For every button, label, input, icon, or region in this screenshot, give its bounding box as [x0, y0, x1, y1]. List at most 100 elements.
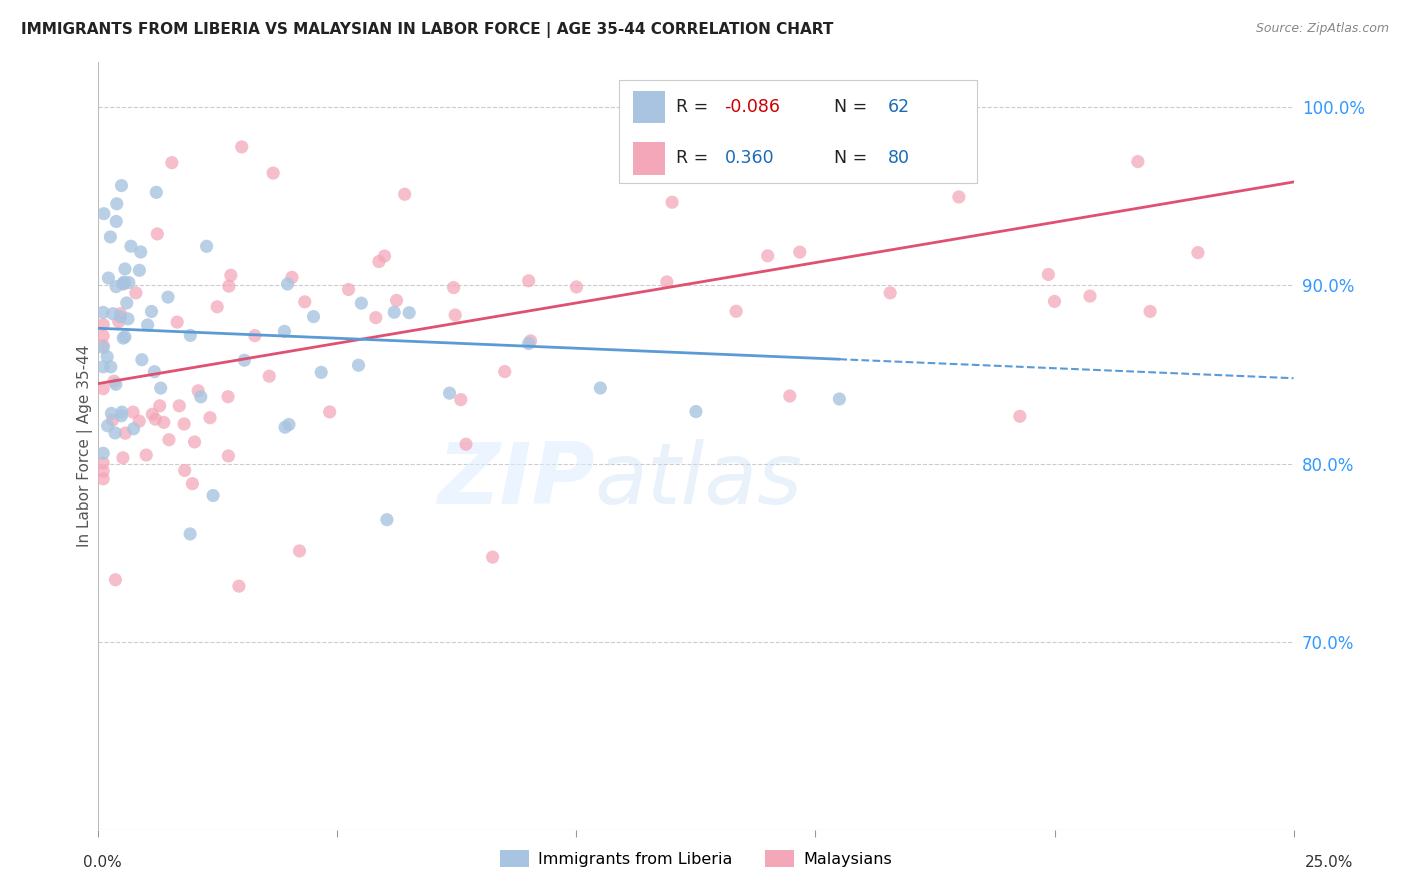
Point: [114, 330, 136, 344]
Point: [948, 190, 970, 204]
Text: Source: ZipAtlas.com: Source: ZipAtlas.com: [1256, 22, 1389, 36]
Point: [91, 341, 114, 355]
FancyBboxPatch shape: [633, 91, 665, 123]
Point: [190, 390, 212, 404]
Point: [100, 406, 122, 420]
Point: [112, 331, 135, 345]
Point: [450, 392, 472, 407]
Point: [228, 579, 250, 593]
Point: [347, 358, 370, 372]
Point: [101, 307, 124, 321]
Point: [118, 276, 141, 290]
Point: [302, 310, 325, 324]
Point: [257, 369, 280, 384]
Point: [274, 420, 297, 434]
Text: N =: N =: [834, 98, 873, 116]
Point: [115, 296, 138, 310]
Point: [589, 381, 612, 395]
Point: [725, 304, 748, 318]
Point: [217, 449, 239, 463]
Point: [494, 365, 516, 379]
Point: [294, 294, 316, 309]
Point: [173, 417, 195, 431]
Point: [111, 450, 134, 465]
Point: [125, 285, 148, 300]
Point: [1038, 268, 1060, 282]
Point: [96, 350, 118, 364]
Point: [879, 285, 901, 300]
Point: [104, 377, 127, 392]
Point: [145, 412, 167, 426]
Text: -0.086: -0.086: [724, 98, 780, 116]
Point: [443, 280, 465, 294]
Point: [143, 365, 166, 379]
Point: [112, 275, 135, 289]
Point: [169, 399, 191, 413]
Point: [97, 418, 120, 433]
Point: [198, 410, 221, 425]
Point: [394, 187, 416, 202]
Text: ZIP: ZIP: [437, 439, 595, 522]
Point: [157, 433, 180, 447]
Point: [218, 279, 240, 293]
Point: [202, 489, 225, 503]
Point: [166, 315, 188, 329]
Point: [217, 390, 239, 404]
Text: 80: 80: [887, 149, 910, 167]
Point: [122, 405, 145, 419]
Point: [93, 207, 115, 221]
Point: [128, 263, 150, 277]
Point: [100, 230, 122, 244]
Point: [517, 336, 540, 351]
Point: [262, 166, 284, 180]
Text: R =: R =: [676, 98, 714, 116]
Point: [110, 307, 132, 321]
Point: [149, 399, 172, 413]
Point: [439, 386, 461, 401]
Point: [91, 464, 114, 478]
Point: [105, 279, 128, 293]
Point: [91, 359, 114, 374]
Point: [350, 296, 373, 310]
Legend: Immigrants from Liberia, Malaysians: Immigrants from Liberia, Malaysians: [492, 842, 900, 875]
Point: [385, 293, 408, 308]
Point: [136, 318, 159, 332]
Point: [1187, 245, 1209, 260]
Y-axis label: In Labor Force | Age 35-44: In Labor Force | Age 35-44: [76, 345, 93, 547]
Point: [1126, 154, 1149, 169]
Point: [131, 352, 153, 367]
Point: [111, 405, 134, 419]
Point: [231, 140, 253, 154]
Point: [105, 196, 128, 211]
Point: [233, 353, 256, 368]
Point: [91, 338, 114, 352]
Point: [179, 328, 201, 343]
Point: [110, 409, 132, 423]
Point: [828, 392, 851, 406]
Point: [454, 437, 477, 451]
Point: [517, 274, 540, 288]
Point: [100, 359, 122, 374]
Point: [273, 324, 295, 338]
Point: [219, 268, 242, 283]
Text: N =: N =: [834, 149, 873, 167]
Point: [281, 270, 304, 285]
Point: [398, 306, 420, 320]
Point: [91, 456, 114, 470]
Text: 62: 62: [887, 98, 910, 116]
Point: [368, 254, 391, 268]
Point: [97, 271, 120, 285]
Point: [756, 249, 779, 263]
Point: [91, 472, 114, 486]
Point: [1139, 304, 1161, 318]
Point: [187, 384, 209, 398]
Point: [183, 434, 205, 449]
Point: [129, 244, 152, 259]
Point: [114, 261, 136, 276]
Point: [103, 374, 125, 388]
Point: [374, 249, 396, 263]
Point: [789, 245, 811, 260]
Text: IMMIGRANTS FROM LIBERIA VS MALAYSIAN IN LABOR FORCE | AGE 35-44 CORRELATION CHAR: IMMIGRANTS FROM LIBERIA VS MALAYSIAN IN …: [21, 22, 834, 38]
Point: [135, 448, 157, 462]
Point: [105, 214, 128, 228]
